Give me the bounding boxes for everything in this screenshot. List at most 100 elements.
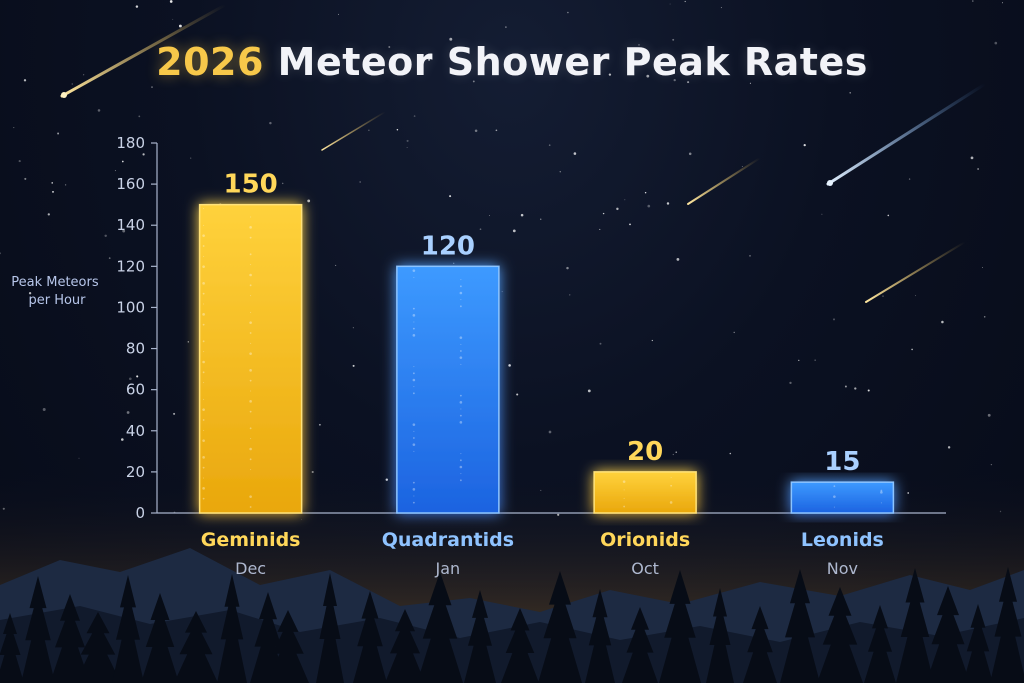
star — [138, 115, 141, 118]
star — [844, 385, 847, 388]
star — [684, 0, 686, 3]
star — [821, 213, 823, 215]
month-label: Oct — [631, 559, 659, 578]
star — [729, 452, 732, 455]
star — [359, 181, 361, 183]
star — [449, 37, 453, 41]
star — [0, 252, 1, 255]
star — [23, 79, 27, 82]
tree-silhouette — [926, 586, 970, 683]
bar-sparkle — [459, 285, 462, 288]
star — [798, 359, 800, 362]
bar-sparkle — [249, 284, 252, 287]
bar-sparkle — [202, 439, 205, 442]
star — [142, 153, 145, 156]
bar-sparkle — [202, 292, 205, 295]
star — [833, 318, 835, 321]
bar-sparkle — [413, 430, 415, 432]
star — [57, 132, 60, 135]
bar-sparkle — [459, 394, 462, 397]
bar-sparkle — [249, 273, 252, 277]
tree-silhouette — [990, 567, 1024, 683]
star — [587, 389, 591, 393]
bar-sparkle — [249, 253, 252, 256]
bar-sparkle — [202, 323, 205, 326]
y-tick-label: 120 — [116, 257, 145, 275]
star — [947, 446, 951, 449]
bar-sparkle — [412, 269, 416, 272]
star — [474, 129, 478, 132]
bar-sparkle — [413, 276, 415, 278]
bar-sparkle — [249, 495, 252, 498]
bar-sparkle — [670, 484, 673, 487]
y-axis-label-line-1: Peak Meteors — [11, 275, 99, 290]
star — [599, 342, 602, 345]
y-tick-label: 40 — [126, 422, 145, 440]
bar-sparkle — [413, 450, 415, 452]
bar-sparkle — [412, 481, 415, 484]
star — [121, 438, 124, 441]
bar-sparkle — [413, 366, 415, 368]
bar-sparkle — [202, 456, 205, 459]
tree-silhouette — [659, 570, 701, 683]
bar-sparkle — [412, 378, 416, 382]
star — [616, 207, 619, 211]
star — [269, 121, 272, 125]
tree-silhouette — [0, 613, 24, 683]
star — [335, 264, 337, 266]
data-label: 150 — [223, 170, 277, 200]
star — [178, 24, 182, 28]
data-label: 120 — [421, 231, 475, 261]
bar-sparkle — [459, 465, 463, 469]
bar-sparkle — [459, 291, 463, 295]
star — [318, 423, 321, 426]
tree-silhouette — [141, 593, 179, 683]
bar-sparkle — [412, 327, 415, 330]
bar-sparkle — [669, 501, 673, 504]
bar-sparkle — [203, 398, 205, 400]
star — [972, 0, 974, 2]
bar-sparkle — [460, 343, 462, 345]
bar-sparkle — [459, 336, 463, 339]
bar-sparkle — [412, 392, 415, 395]
bar-sparkle — [202, 466, 205, 469]
bar-sparkle — [459, 305, 462, 308]
bar-sparkle — [249, 458, 252, 461]
bar-sparkle — [250, 438, 252, 440]
y-tick-label: 60 — [126, 381, 145, 399]
y-tick-label: 20 — [126, 463, 145, 481]
star — [720, 7, 722, 9]
meteor-streaks — [60, 3, 987, 303]
forest-silhouette — [0, 567, 1024, 683]
bar-sparkle — [203, 429, 205, 431]
star — [505, 26, 507, 28]
bar-sparkle — [202, 487, 205, 490]
star — [915, 295, 917, 297]
bar-sparkle — [249, 332, 252, 334]
bar-sparkle — [202, 371, 205, 374]
bar-sparkle — [249, 236, 252, 239]
bar-sparkle — [249, 352, 252, 355]
star — [608, 73, 612, 76]
bar-sparkle — [249, 400, 252, 403]
star — [941, 320, 944, 324]
star — [172, 18, 174, 20]
bar-sparkle — [202, 234, 205, 237]
star — [624, 199, 626, 201]
tree-silhouette — [112, 575, 144, 683]
tree-silhouette — [21, 576, 55, 683]
star — [281, 182, 284, 185]
bar-sparkle — [249, 369, 252, 372]
tree-silhouette — [817, 587, 863, 683]
bar-sparkle — [249, 321, 252, 324]
star — [867, 389, 870, 392]
bar-group-geminids: 150 Geminids Dec — [198, 170, 303, 578]
month-label: Jan — [435, 559, 461, 578]
star — [741, 165, 743, 167]
tree-silhouette — [385, 609, 425, 683]
star — [638, 44, 640, 46]
tree-silhouette — [706, 588, 734, 683]
bar-sparkle — [203, 224, 205, 226]
star — [42, 408, 46, 411]
star — [566, 266, 569, 270]
